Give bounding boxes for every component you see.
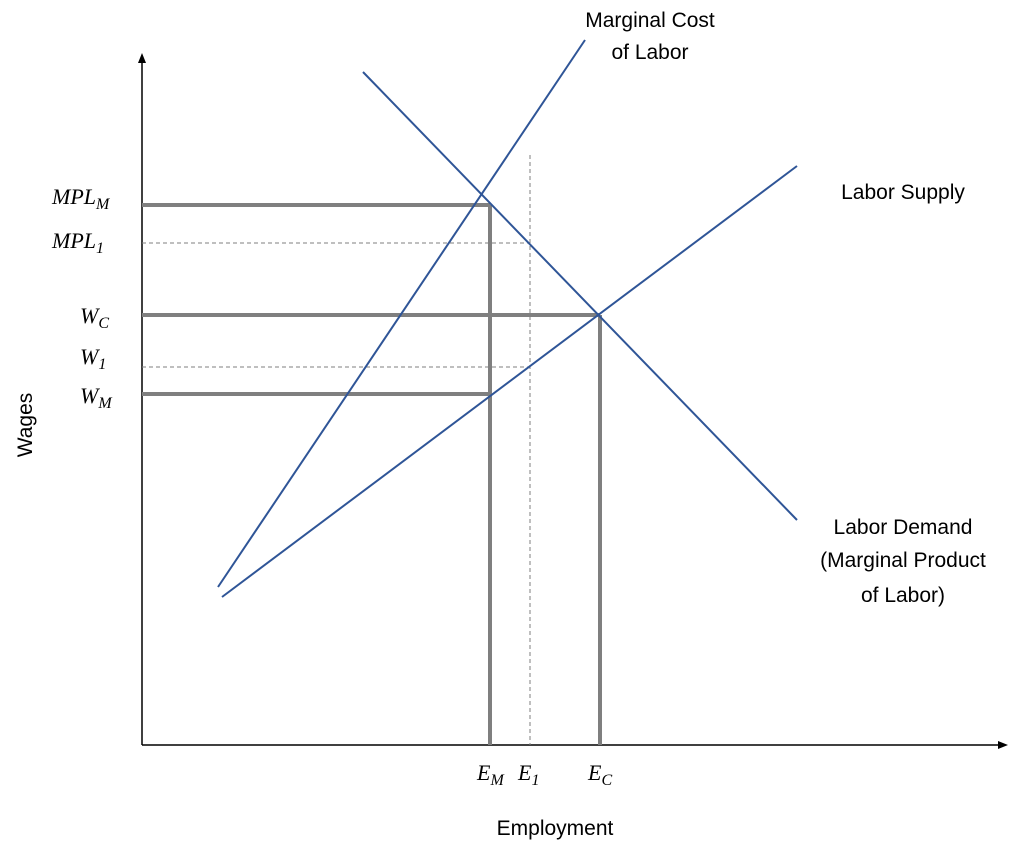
label-part: M	[95, 196, 111, 213]
curve-label: Labor Demand	[834, 516, 973, 539]
y-tick-label: WM	[80, 383, 113, 412]
y-tick-label: W1	[80, 344, 106, 373]
label-part: C	[98, 315, 109, 332]
curves	[217, 39, 798, 598]
label-part: 1	[531, 772, 539, 789]
curve-label: (Marginal Product	[820, 549, 986, 572]
curve-label: of Labor)	[861, 584, 945, 607]
label-part: 1	[96, 240, 104, 257]
curve-label: of Labor	[611, 41, 688, 64]
label-part: C	[601, 772, 612, 789]
label-part: W	[80, 383, 100, 408]
guides	[142, 203, 602, 745]
y-tick-label: WC	[80, 303, 109, 332]
label-part: MPL	[51, 228, 96, 253]
dashed-guides	[142, 155, 531, 745]
label-part: M	[489, 772, 505, 789]
marginal-cost-curve	[217, 39, 586, 588]
x-tick-label: EC	[587, 760, 612, 789]
label-part: W	[80, 344, 100, 369]
label-part: E	[476, 760, 491, 785]
label-part: W	[80, 303, 100, 328]
label-part: E	[587, 760, 602, 785]
y-axis-label: Wages	[14, 393, 37, 458]
y-tick-label: MPLM	[51, 184, 111, 213]
label-part: MPL	[51, 184, 96, 209]
x-axis-label: Employment	[497, 817, 614, 840]
label-part: M	[97, 395, 113, 412]
y-tick-label: MPL1	[51, 228, 104, 257]
x-tick-label: EM	[476, 760, 505, 789]
x-tick-label: E1	[517, 760, 539, 789]
labor-demand-curve	[362, 71, 798, 521]
label-part: 1	[98, 356, 106, 373]
labor-supply-curve	[221, 165, 798, 598]
curve-label: Labor Supply	[841, 181, 965, 204]
label-part: E	[517, 760, 532, 785]
curve-label: Marginal Cost	[585, 9, 715, 32]
